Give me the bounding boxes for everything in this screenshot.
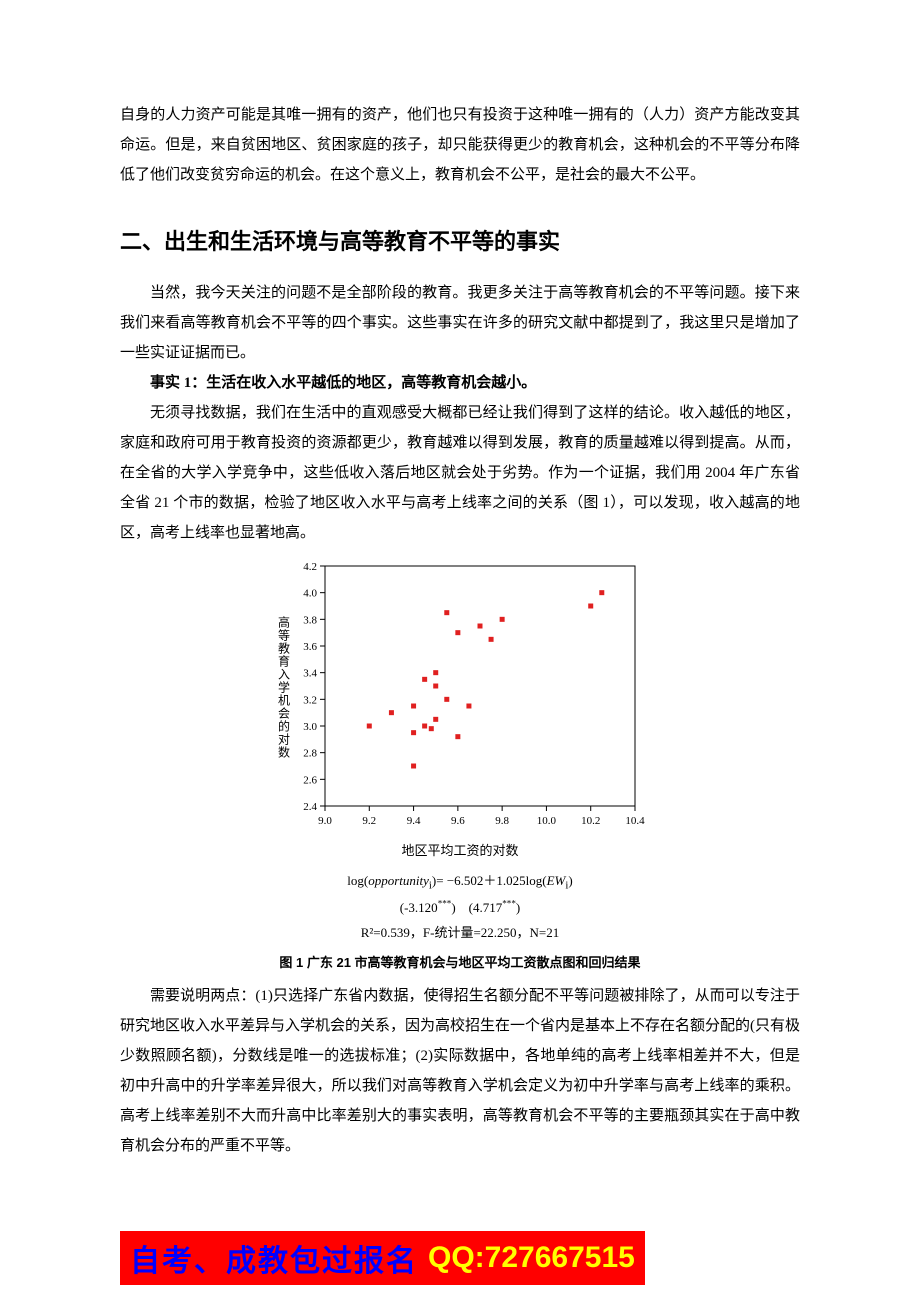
svg-text:2.8: 2.8 <box>303 748 317 760</box>
t-stats: (-3.120***) (4.717***) <box>400 900 520 915</box>
svg-text:育: 育 <box>278 654 290 669</box>
svg-text:对: 对 <box>278 733 290 747</box>
svg-text:机: 机 <box>278 694 290 708</box>
banner-right-text: QQ:727667515 <box>424 1231 645 1285</box>
figure-caption: 图 1 广东 21 市高等教育机会与地区平均工资散点图和回归结果 <box>120 952 800 971</box>
svg-text:4.2: 4.2 <box>303 561 317 573</box>
svg-text:的: 的 <box>278 719 290 734</box>
svg-text:学: 学 <box>278 680 290 695</box>
r-squared-line: R²=0.539，F-统计量=22.250，N=21 <box>361 925 560 940</box>
ad-banner: 自考、成教包过报名 QQ:727667515 <box>120 1231 800 1285</box>
svg-text:9.4: 9.4 <box>407 815 421 827</box>
svg-text:3.8: 3.8 <box>303 614 317 626</box>
svg-text:3.2: 3.2 <box>303 694 317 706</box>
scatter-chart: 9.0 9.2 9.4 9.6 9.8 10.0 10.2 10.4 2.4 2.6 2.8 3.0 3… <box>120 556 800 859</box>
svg-text:高: 高 <box>278 615 290 630</box>
banner-left-text: 自考、成教包过报名 <box>120 1231 424 1285</box>
fact-1: 事实 1：生活在收入水平越低的地区，高等教育机会越小。 <box>120 368 800 398</box>
paragraph-3: 无须寻找数据，我们在生活中的直观感受大概都已经让我们得到了这样的结论。收入越低的… <box>120 398 800 548</box>
fact-1-label: 事实 1：生活在收入水平越低的地区，高等教育机会越小。 <box>150 375 536 391</box>
svg-text:10.4: 10.4 <box>625 815 645 827</box>
svg-text:等: 等 <box>278 629 290 643</box>
svg-text:4.0: 4.0 <box>303 588 317 600</box>
svg-text:3.0: 3.0 <box>303 721 317 733</box>
svg-text:9.0: 9.0 <box>318 815 332 827</box>
scatter-svg: 9.0 9.2 9.4 9.6 9.8 10.0 10.2 10.4 2.4 2.6 2.8 3.0 3… <box>270 556 650 836</box>
svg-text:9.8: 9.8 <box>495 815 509 827</box>
svg-text:3.6: 3.6 <box>303 641 317 653</box>
paragraph-2: 当然，我今天关注的问题不是全部阶段的教育。我更多关注于高等教育机会的不平等问题。… <box>120 278 800 368</box>
regression-equation: log(opportunityi)= −6.502＋1.025log(EWi) … <box>120 869 800 946</box>
svg-text:教: 教 <box>278 641 290 656</box>
svg-text:10.2: 10.2 <box>581 815 600 827</box>
svg-text:2.4: 2.4 <box>303 801 317 813</box>
page: 自身的人力资产可能是其唯一拥有的资产，他们也只有投资于这种唯一拥有的（人力）资产… <box>0 0 920 1201</box>
svg-text:会: 会 <box>278 707 290 721</box>
paragraph-4: 需要说明两点：(1)只选择广东省内数据，使得招生名额分配不平等问题被排除了，从而… <box>120 981 800 1161</box>
section-heading: 二、出生和生活环境与高等教育不平等的事实 <box>120 224 800 256</box>
svg-text:10.0: 10.0 <box>537 815 557 827</box>
svg-text:9.2: 9.2 <box>362 815 376 827</box>
svg-text:入: 入 <box>278 668 290 682</box>
svg-text:2.6: 2.6 <box>303 774 317 786</box>
svg-text:数: 数 <box>278 745 290 760</box>
svg-text:3.4: 3.4 <box>303 668 317 680</box>
intro-paragraph: 自身的人力资产可能是其唯一拥有的资产，他们也只有投资于这种唯一拥有的（人力）资产… <box>120 100 800 190</box>
chart-x-label: 地区平均工资的对数 <box>120 840 800 859</box>
svg-text:9.6: 9.6 <box>451 815 465 827</box>
